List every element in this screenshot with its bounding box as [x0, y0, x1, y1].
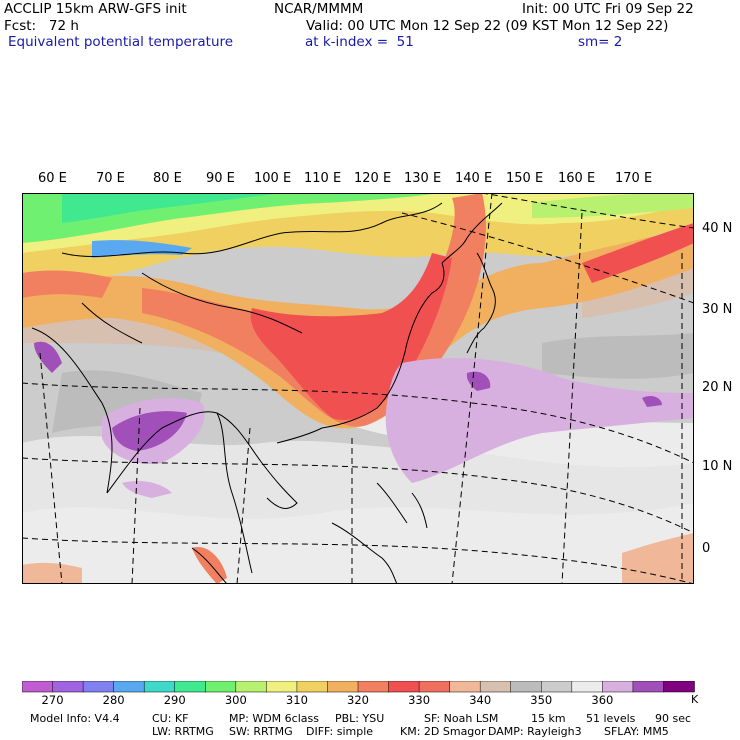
colorbar-swatch: [602, 681, 634, 693]
colorbar-tick-label: 300: [224, 693, 247, 707]
levels: 51 levels: [586, 712, 636, 725]
colorbar-tick-label: 330: [408, 693, 431, 707]
km-option: KM: 2D Smagor: [400, 725, 486, 738]
lon-label: 140 E: [455, 171, 493, 186]
colorbar-swatch: [571, 681, 604, 693]
colorbar-swatch: [327, 681, 359, 693]
coastlines: [31, 202, 503, 584]
lon-label: 90 E: [206, 171, 235, 186]
colorbar-swatch: [52, 681, 84, 693]
colorbar-tick-label: 320: [347, 693, 369, 707]
pbl-scheme: PBL: YSU: [335, 712, 385, 725]
lon-label: 70 E: [96, 171, 125, 186]
latlon-grid: [22, 193, 694, 584]
colorbar-swatch: [479, 681, 512, 693]
colorbar-swatch: [235, 681, 268, 693]
level-label: at k-index = 51: [305, 34, 414, 50]
field-midlatitudes: [22, 193, 694, 293]
cumulus-scheme: CU: KF: [152, 712, 189, 725]
lat-label: 20 N: [702, 380, 733, 395]
lat-label: 40 N: [702, 221, 733, 236]
smoothing-label: sm= 2: [578, 34, 623, 50]
colorbar: [22, 681, 695, 693]
colorbar-tick-label: 270: [41, 693, 64, 707]
diffusion-option: DIFF: simple: [306, 725, 374, 738]
lon-label: 160 E: [558, 171, 596, 186]
lat-label: 30 N: [702, 302, 733, 317]
lat-label: 0: [702, 541, 711, 556]
colorbar-tick-label: 310: [285, 693, 308, 707]
colorbar-swatch: [296, 681, 329, 693]
colorbar-swatch: [388, 681, 420, 693]
colorbar-swatch: [357, 681, 390, 693]
lon-label: 80 E: [153, 171, 182, 186]
shortwave-scheme: SW: RRTMG: [229, 725, 293, 738]
colorbar-swatch: [418, 681, 451, 693]
field-name: Equivalent potential temperature: [8, 34, 234, 50]
org-label: NCAR/MMMM: [274, 1, 364, 17]
forecast-hour: Fcst: 72 h: [4, 18, 79, 34]
colorbar-swatch: [632, 681, 665, 693]
colorbar-tick-label: 340: [469, 693, 492, 707]
timestep: 90 sec: [655, 712, 692, 725]
colorbar-swatch: [663, 681, 695, 693]
init-time: Init: 00 UTC Fri 09 Sep 22: [522, 1, 694, 17]
colorbar-swatch: [205, 681, 237, 693]
lat-label: 10 N: [702, 459, 733, 474]
colorbar-swatch: [449, 681, 481, 693]
colorbar-tick-label: 360: [591, 693, 614, 707]
field-moist-tropics: [34, 341, 694, 584]
colorbar-tick-label: 350: [530, 693, 553, 707]
colorbar-tick-label: 280: [102, 693, 125, 707]
model-version: Model Info: V4.4: [30, 712, 120, 725]
damping-option: DAMP: Rayleigh3: [488, 725, 582, 738]
valid-time: Valid: 00 UTC Mon 12 Sep 22 (09 KST Mon …: [306, 18, 669, 34]
lon-label: 60 E: [38, 171, 67, 186]
resolution: 15 km: [531, 712, 566, 725]
theta-e-map: [22, 193, 694, 584]
model-title: ACCLIP 15km ARW-GFS init: [4, 1, 187, 17]
colorbar-tick-label: 290: [163, 693, 186, 707]
lon-label: 130 E: [404, 171, 442, 186]
colorbar-swatch: [113, 681, 145, 693]
field-background: [22, 253, 694, 584]
colorbar-swatch: [266, 681, 298, 693]
lon-label: 110 E: [304, 171, 342, 186]
surface-scheme: SF: Noah LSM: [424, 712, 499, 725]
colorbar-swatch: [22, 681, 54, 693]
lon-label: 150 E: [506, 171, 544, 186]
colorbar-swatch: [174, 681, 207, 693]
colorbar-swatch: [143, 681, 176, 693]
microphysics-scheme: MP: WDM 6class: [229, 712, 319, 725]
colorbar-swatch: [541, 681, 573, 693]
lon-label: 120 E: [354, 171, 392, 186]
longwave-scheme: LW: RRTMG: [152, 725, 214, 738]
colorbar-unit: K: [691, 693, 699, 706]
colorbar-swatch: [82, 681, 115, 693]
colorbar-swatch: [510, 681, 543, 693]
lon-label: 170 E: [615, 171, 653, 186]
lon-label: 100 E: [254, 171, 292, 186]
surface-layer-option: SFLAY: MM5: [604, 725, 669, 738]
